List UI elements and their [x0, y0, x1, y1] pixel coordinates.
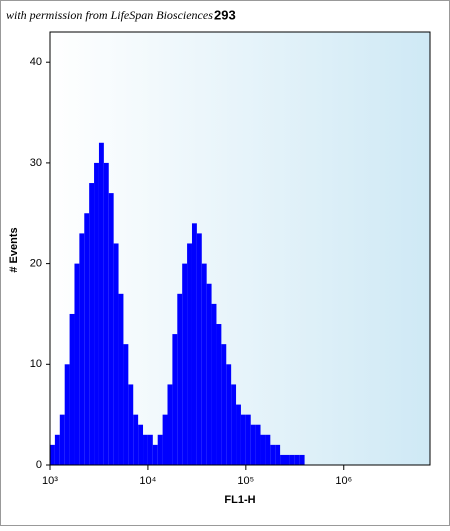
bar	[64, 364, 70, 465]
bar	[59, 414, 65, 465]
bar	[138, 424, 144, 465]
bar	[221, 344, 227, 465]
x-tick-label: 10⁶	[335, 475, 352, 487]
bar	[167, 384, 173, 465]
bar	[236, 404, 241, 465]
bar	[216, 324, 222, 465]
y-tick-label: 10	[30, 358, 42, 370]
bar	[50, 444, 55, 465]
bar	[196, 233, 202, 465]
watermark: with permission from LifeSpan Bioscience…	[6, 8, 213, 22]
y-tick-label: 30	[30, 157, 42, 169]
bar	[79, 233, 85, 465]
bar	[133, 414, 139, 465]
x-tick-label: 10⁴	[139, 475, 156, 487]
bar	[69, 313, 75, 465]
x-tick-label: 10³	[42, 475, 58, 487]
bar	[89, 183, 95, 465]
bar	[84, 213, 90, 465]
bar	[294, 454, 300, 465]
bar	[182, 263, 188, 465]
bar	[240, 414, 246, 465]
bar	[128, 384, 134, 465]
bar	[147, 434, 153, 465]
bar	[74, 263, 80, 465]
x-tick-label: 10⁵	[237, 475, 254, 487]
chart-title: 293	[214, 7, 236, 22]
bar	[191, 223, 197, 465]
bar	[123, 344, 129, 465]
bar	[201, 263, 207, 465]
bar	[177, 293, 183, 465]
bar	[206, 283, 212, 465]
bar	[299, 454, 305, 465]
bar	[172, 334, 178, 465]
bar	[275, 444, 281, 465]
bar	[245, 414, 251, 465]
bar	[280, 454, 286, 465]
bar	[94, 162, 99, 465]
bar	[118, 293, 124, 465]
bar	[103, 162, 109, 465]
bar	[231, 384, 237, 465]
bar	[162, 414, 168, 465]
bar	[152, 444, 158, 465]
bar	[270, 444, 276, 465]
plot-border	[49, 31, 431, 466]
bar	[255, 424, 261, 465]
bar	[289, 454, 295, 465]
y-tick-label: 0	[36, 459, 42, 471]
y-tick-label: 20	[30, 258, 42, 270]
bar	[226, 364, 232, 465]
bar	[157, 434, 163, 465]
y-tick-label: 40	[30, 56, 42, 68]
bar	[260, 434, 266, 465]
bar	[113, 243, 119, 465]
x-axis-label: FL1-H	[224, 494, 255, 506]
bar	[211, 303, 217, 465]
bar	[108, 193, 114, 465]
bar	[54, 434, 60, 465]
bar	[285, 454, 290, 465]
bar	[98, 142, 104, 465]
bar	[187, 243, 192, 465]
bar	[265, 434, 271, 465]
y-axis-label: # Events	[8, 227, 20, 272]
bar	[250, 424, 256, 465]
bar	[143, 434, 148, 465]
